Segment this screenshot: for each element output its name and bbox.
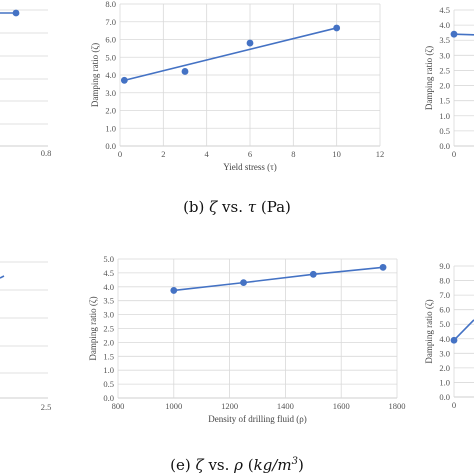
y-tick-label: 3.0 — [105, 88, 116, 98]
y-tick-label: 3.5 — [439, 35, 450, 45]
data-point — [450, 336, 458, 344]
y-tick-label: 3.0 — [439, 348, 450, 358]
y-tick-label: 0.5 — [103, 379, 114, 389]
x-axis-title: Yield stress (τ) — [223, 162, 277, 172]
y-tick-label: 9.0 — [439, 261, 450, 271]
data-point — [120, 76, 128, 84]
x-tick-label: 4 — [205, 149, 210, 159]
data-point — [246, 39, 254, 47]
data-point — [379, 263, 387, 271]
y-axis-title: Damping ratio (ζ) — [424, 46, 434, 110]
y-tick-label: 3.5 — [103, 296, 114, 306]
y-tick-label: 1.0 — [105, 123, 116, 133]
y-tick-label: 6.0 — [105, 35, 116, 45]
x-tick-label: 1200 — [221, 401, 238, 411]
partial-chart-left-bottom: 2.5 — [0, 261, 52, 412]
data-point — [450, 30, 458, 38]
y-tick-label: 4.0 — [439, 20, 450, 30]
y-tick-label: 0.5 — [439, 126, 450, 136]
series-line — [453, 319, 474, 341]
y-tick-label: 2.0 — [103, 337, 114, 347]
x-tick-label: 6 — [248, 149, 252, 159]
data-point — [181, 68, 189, 75]
x-tick-label: 0 — [452, 149, 456, 159]
y-tick-label: 0.0 — [103, 393, 114, 403]
y-tick-label: 1.0 — [439, 111, 450, 121]
y-tick-label: 7.0 — [105, 17, 116, 27]
y-tick-label: 2.5 — [103, 324, 114, 334]
x-tick-label: 800 — [112, 401, 125, 411]
y-tick-label: 6.0 — [439, 305, 450, 315]
y-tick-label: 5.0 — [439, 319, 450, 329]
y-tick-label: 4.0 — [103, 282, 114, 292]
trend-line — [0, 275, 5, 279]
x-tick-label: 8 — [291, 149, 295, 159]
y-tick-label: 0.0 — [439, 141, 450, 151]
partial-chart-right-top: 0.0 0.5 1.0 1.5 2.0 2.5 3.0 3.5 4.0 4.5 0 Damping r… — [424, 5, 474, 159]
data-point — [240, 279, 247, 287]
data-point — [333, 24, 341, 32]
x-tick-label: 2 — [161, 149, 165, 159]
caption-e: (e) ζ vs. ρ (kg/m3) — [170, 456, 304, 474]
series-line — [173, 266, 384, 292]
x-axis-title: Density of drilling fluid (ρ) — [208, 414, 306, 424]
y-tick-label: 2.0 — [439, 363, 450, 373]
x-tick-label: 1400 — [277, 401, 294, 411]
x-tick-label: 2.5 — [41, 402, 52, 412]
y-tick-label: 2.0 — [439, 81, 450, 91]
y-tick-label: 4.0 — [439, 334, 450, 344]
x-tick-label: 0 — [452, 400, 456, 410]
x-tick-label: 1600 — [333, 401, 350, 411]
y-tick-label: 7.0 — [439, 290, 450, 300]
x-tick-label: 12 — [376, 149, 385, 159]
y-tick-label: 1.0 — [103, 365, 114, 375]
y-tick-label: 2.5 — [439, 65, 450, 75]
y-tick-label: 2.0 — [105, 106, 116, 116]
y-tick-label: 3.0 — [103, 310, 114, 320]
chart-density: 0.0 0.5 1.0 1.5 2.0 2.5 3.0 3.5 4.0 4.5 5.0 800 1000… — [88, 254, 406, 424]
y-tick-label: 4.0 — [105, 70, 116, 80]
data-point — [309, 270, 317, 278]
y-tick-label: 4.5 — [439, 5, 450, 15]
y-tick-label: 5.0 — [103, 254, 114, 264]
x-tick-label: 1000 — [165, 401, 182, 411]
y-tick-label: 5.0 — [105, 52, 116, 62]
caption-b: (b) ζ vs. τ (Pa) — [183, 198, 291, 216]
x-tick-label: 1800 — [389, 401, 406, 411]
y-tick-label: 3.0 — [439, 50, 450, 60]
data-point — [170, 287, 178, 294]
trend-line — [124, 27, 337, 82]
chart-yield-stress: 0.0 1.0 2.0 3.0 4.0 5.0 6.0 7.0 8.0 0 2 4 6 8 10 12 Yiel… — [90, 0, 384, 172]
x-tick-label: 0 — [118, 149, 122, 159]
y-tick-label: 8.0 — [105, 0, 116, 9]
partial-chart-left-top: 0.8 — [0, 9, 52, 158]
y-axis-title: Damping ratio (ζ) — [424, 299, 434, 363]
x-tick-label: 0.8 — [41, 148, 52, 158]
data-point — [12, 9, 20, 17]
y-tick-label: 4.5 — [103, 268, 114, 278]
x-tick-label: 10 — [332, 149, 341, 159]
y-tick-label: 1.5 — [103, 351, 114, 361]
y-tick-label: 8.0 — [439, 276, 450, 286]
y-tick-label: 1.5 — [439, 96, 450, 106]
y-tick-label: 1.0 — [439, 377, 450, 387]
y-tick-label: 0.0 — [105, 141, 116, 151]
y-tick-label: 0.0 — [439, 392, 450, 402]
partial-chart-right-bottom: 0.0 1.0 2.0 3.0 4.0 5.0 6.0 7.0 8.0 9.0 0 Damping r… — [424, 261, 474, 410]
y-axis-title: Damping ratio (ζ) — [90, 43, 100, 107]
y-axis-title: Damping ratio (ζ) — [88, 296, 98, 360]
